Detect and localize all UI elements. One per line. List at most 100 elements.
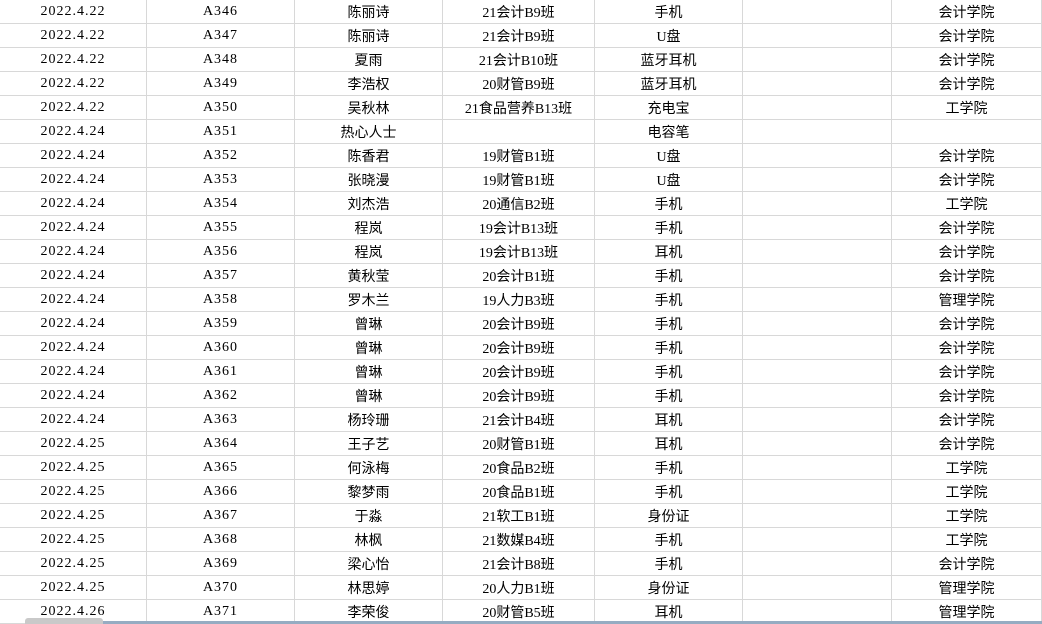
- cell-name[interactable]: 梁心怡: [295, 552, 443, 576]
- cell-date[interactable]: 2022.4.24: [0, 240, 147, 264]
- cell-class[interactable]: 20会计B9班: [443, 312, 595, 336]
- cell-college[interactable]: 会计学院: [892, 216, 1042, 240]
- cell-college[interactable]: 会计学院: [892, 384, 1042, 408]
- cell-class[interactable]: 20财管B9班: [443, 72, 595, 96]
- cell-blank[interactable]: [743, 408, 892, 432]
- cell-item[interactable]: U盘: [595, 168, 743, 192]
- cell-name[interactable]: 陈香君: [295, 144, 443, 168]
- cell-item[interactable]: 充电宝: [595, 96, 743, 120]
- cell-date[interactable]: 2022.4.24: [0, 120, 147, 144]
- cell-date[interactable]: 2022.4.24: [0, 288, 147, 312]
- cell-item[interactable]: 手机: [595, 0, 743, 24]
- cell-blank[interactable]: [743, 432, 892, 456]
- cell-date[interactable]: 2022.4.25: [0, 576, 147, 600]
- cell-date[interactable]: 2022.4.24: [0, 192, 147, 216]
- cell-college[interactable]: 工学院: [892, 528, 1042, 552]
- cell-name[interactable]: 陈丽诗: [295, 24, 443, 48]
- cell-item[interactable]: 手机: [595, 480, 743, 504]
- cell-class[interactable]: 21会计B9班: [443, 0, 595, 24]
- cell-date[interactable]: 2022.4.22: [0, 72, 147, 96]
- cell-college[interactable]: 工学院: [892, 192, 1042, 216]
- cell-date[interactable]: 2022.4.24: [0, 408, 147, 432]
- cell-blank[interactable]: [743, 360, 892, 384]
- cell-name[interactable]: 李浩权: [295, 72, 443, 96]
- cell-record-id[interactable]: A361: [147, 360, 295, 384]
- cell-class[interactable]: 21食品营养B13班: [443, 96, 595, 120]
- cell-record-id[interactable]: A347: [147, 24, 295, 48]
- cell-date[interactable]: 2022.4.22: [0, 0, 147, 24]
- cell-name[interactable]: 罗木兰: [295, 288, 443, 312]
- cell-item[interactable]: 耳机: [595, 240, 743, 264]
- cell-blank[interactable]: [743, 24, 892, 48]
- cell-blank[interactable]: [743, 312, 892, 336]
- cell-item[interactable]: 手机: [595, 360, 743, 384]
- cell-college[interactable]: 会计学院: [892, 336, 1042, 360]
- cell-item[interactable]: 手机: [595, 216, 743, 240]
- cell-class[interactable]: 20财管B1班: [443, 432, 595, 456]
- cell-item[interactable]: 手机: [595, 312, 743, 336]
- cell-name[interactable]: 张晓漫: [295, 168, 443, 192]
- cell-name[interactable]: 林思婷: [295, 576, 443, 600]
- cell-college[interactable]: 会计学院: [892, 0, 1042, 24]
- cell-item[interactable]: 耳机: [595, 408, 743, 432]
- cell-record-id[interactable]: A365: [147, 456, 295, 480]
- cell-record-id[interactable]: A366: [147, 480, 295, 504]
- cell-name[interactable]: 热心人士: [295, 120, 443, 144]
- cell-record-id[interactable]: A349: [147, 72, 295, 96]
- cell-class[interactable]: 20会计B9班: [443, 384, 595, 408]
- cell-date[interactable]: 2022.4.24: [0, 384, 147, 408]
- cell-blank[interactable]: [743, 336, 892, 360]
- cell-name[interactable]: 黎梦雨: [295, 480, 443, 504]
- cell-class[interactable]: 21软工B1班: [443, 504, 595, 528]
- cell-name[interactable]: 吴秋林: [295, 96, 443, 120]
- cell-name[interactable]: 程岚: [295, 216, 443, 240]
- cell-date[interactable]: 2022.4.22: [0, 48, 147, 72]
- cell-date[interactable]: 2022.4.24: [0, 312, 147, 336]
- cell-record-id[interactable]: A364: [147, 432, 295, 456]
- cell-class[interactable]: 19会计B13班: [443, 216, 595, 240]
- cell-record-id[interactable]: A367: [147, 504, 295, 528]
- cell-college[interactable]: 会计学院: [892, 408, 1042, 432]
- cell-item[interactable]: 手机: [595, 336, 743, 360]
- cell-date[interactable]: 2022.4.25: [0, 456, 147, 480]
- cell-class[interactable]: 19人力B3班: [443, 288, 595, 312]
- cell-date[interactable]: 2022.4.22: [0, 24, 147, 48]
- cell-item[interactable]: 身份证: [595, 576, 743, 600]
- cell-college[interactable]: 会计学院: [892, 168, 1042, 192]
- cell-date[interactable]: 2022.4.24: [0, 144, 147, 168]
- cell-record-id[interactable]: A368: [147, 528, 295, 552]
- cell-item[interactable]: 蓝牙耳机: [595, 72, 743, 96]
- cell-name[interactable]: 陈丽诗: [295, 0, 443, 24]
- cell-record-id[interactable]: A356: [147, 240, 295, 264]
- cell-blank[interactable]: [743, 120, 892, 144]
- cell-class[interactable]: 20会计B9班: [443, 360, 595, 384]
- cell-record-id[interactable]: A357: [147, 264, 295, 288]
- cell-class[interactable]: 21会计B10班: [443, 48, 595, 72]
- cell-record-id[interactable]: A363: [147, 408, 295, 432]
- cell-record-id[interactable]: A352: [147, 144, 295, 168]
- cell-date[interactable]: 2022.4.24: [0, 336, 147, 360]
- cell-class[interactable]: 20会计B9班: [443, 336, 595, 360]
- cell-college[interactable]: 工学院: [892, 504, 1042, 528]
- cell-college[interactable]: [892, 120, 1042, 144]
- cell-item[interactable]: U盘: [595, 24, 743, 48]
- cell-class[interactable]: 20会计B1班: [443, 264, 595, 288]
- cell-college[interactable]: 管理学院: [892, 576, 1042, 600]
- cell-record-id[interactable]: A358: [147, 288, 295, 312]
- cell-college[interactable]: 会计学院: [892, 48, 1042, 72]
- cell-blank[interactable]: [743, 552, 892, 576]
- cell-name[interactable]: 程岚: [295, 240, 443, 264]
- cell-class[interactable]: 20食品B1班: [443, 480, 595, 504]
- cell-record-id[interactable]: A353: [147, 168, 295, 192]
- cell-item[interactable]: 身份证: [595, 504, 743, 528]
- cell-record-id[interactable]: A370: [147, 576, 295, 600]
- cell-college[interactable]: 会计学院: [892, 24, 1042, 48]
- cell-college[interactable]: 工学院: [892, 480, 1042, 504]
- cell-item[interactable]: 电容笔: [595, 120, 743, 144]
- cell-class[interactable]: [443, 120, 595, 144]
- cell-date[interactable]: 2022.4.25: [0, 528, 147, 552]
- cell-college[interactable]: 会计学院: [892, 240, 1042, 264]
- cell-name[interactable]: 曾琳: [295, 360, 443, 384]
- cell-blank[interactable]: [743, 72, 892, 96]
- cell-blank[interactable]: [743, 144, 892, 168]
